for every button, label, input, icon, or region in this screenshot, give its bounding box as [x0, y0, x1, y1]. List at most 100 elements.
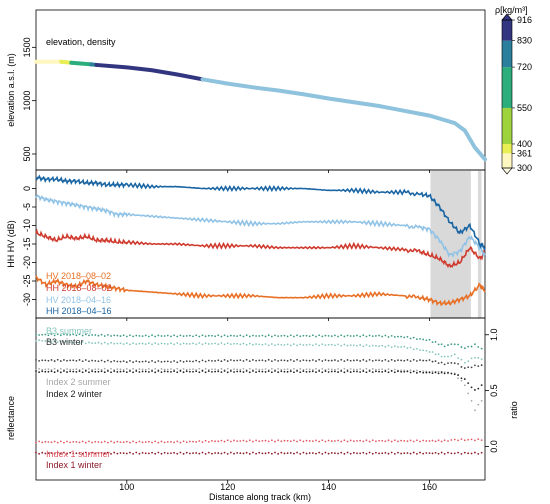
- reflectance-point: [460, 438, 463, 441]
- reflectance-point: [422, 370, 425, 373]
- reflectance-point: [91, 334, 94, 336]
- reflectance-point: [286, 335, 289, 338]
- reflectance-point: [397, 359, 399, 362]
- reflectance-point: [110, 341, 112, 344]
- reflectance-point: [188, 368, 191, 371]
- ratio-ytick-label: 0.5: [489, 384, 499, 397]
- reflectance-point: [88, 341, 90, 344]
- reflectance-point: [324, 344, 327, 347]
- reflectance-series-1: [35, 339, 483, 364]
- reflectance-point: [35, 451, 37, 454]
- elev-ytick-label: 500: [22, 146, 32, 161]
- reflectance-point: [362, 451, 365, 454]
- reflectance-point: [450, 452, 453, 455]
- reflectance-point: [293, 343, 295, 346]
- reflectance-point: [66, 333, 68, 336]
- reflectance-point: [113, 441, 116, 444]
- reflectance-point: [375, 440, 377, 443]
- reflectance-point: [397, 346, 399, 348]
- reflectance-point: [160, 342, 163, 345]
- reflectance-point: [157, 451, 160, 454]
- reflectance-point: [443, 452, 446, 455]
- reflectance-point: [226, 367, 229, 370]
- reflectance-point: [50, 368, 53, 371]
- reflectance-point: [204, 335, 207, 338]
- reflectance-point: [59, 360, 62, 362]
- legend-index1-summer: Index 1 summer: [46, 449, 111, 459]
- reflectance-point: [198, 452, 201, 455]
- reflectance-point: [356, 334, 358, 337]
- reflectance-point: [173, 334, 176, 337]
- reflectance-point: [78, 359, 81, 361]
- reflectance-point: [211, 440, 213, 442]
- reflectance-point: [390, 358, 393, 361]
- reflectance-point: [233, 368, 235, 371]
- reflectance-point: [129, 360, 131, 362]
- reflectance-point: [264, 360, 267, 362]
- reflectance-point: [233, 342, 235, 345]
- reflectance-point: [477, 365, 480, 368]
- reflectance-point: [81, 452, 84, 455]
- reflectance-point: [229, 343, 232, 346]
- reflectance-point: [173, 451, 176, 454]
- reflectance-point: [166, 334, 169, 337]
- reflectance-point: [132, 361, 135, 364]
- reflectance-point: [113, 360, 116, 362]
- reflectance-series-3: [35, 367, 483, 412]
- reflectance-point: [100, 368, 103, 371]
- reflectance-point: [78, 333, 81, 336]
- reflectance-point: [474, 409, 476, 412]
- reflectance-point: [267, 451, 270, 454]
- reflectance-point: [236, 440, 239, 443]
- ratio-ytick-label: 0.0: [489, 440, 499, 453]
- colorbar-band-5: [502, 20, 512, 41]
- reflectance-point: [258, 335, 261, 337]
- reflectance-point: [437, 439, 440, 442]
- colorbar-tick-label: 550: [517, 103, 532, 113]
- reflectance-point: [346, 440, 349, 443]
- reflectance-point: [141, 451, 144, 454]
- reflectance-point: [359, 439, 362, 442]
- reflectance-point: [334, 359, 336, 361]
- reflectance-point: [457, 451, 459, 454]
- reflectance-point: [69, 359, 72, 362]
- reflectance-point: [84, 342, 87, 345]
- reflectance-point: [157, 334, 160, 337]
- reflectance-point: [211, 368, 213, 371]
- reflectance-point: [352, 359, 355, 362]
- reflectance-point: [192, 342, 194, 345]
- reflectance-point: [252, 359, 254, 361]
- reflectance-point: [220, 342, 223, 344]
- reflectance-point: [207, 440, 210, 443]
- reflectance-point: [129, 441, 131, 444]
- reflectance-point: [480, 451, 483, 454]
- reflectance-point: [467, 452, 470, 455]
- reflectance-point: [198, 335, 201, 338]
- reflectance-point: [349, 439, 352, 442]
- reflectance-point: [157, 343, 160, 346]
- reflectance-point: [66, 368, 68, 370]
- reflectance-point: [368, 334, 371, 337]
- reflectance-point: [233, 371, 235, 373]
- reflectance-point: [299, 371, 302, 374]
- reflectance-point: [434, 341, 437, 343]
- bs-ytick-label: -5: [22, 203, 32, 211]
- reflectance-point: [47, 334, 50, 337]
- reflectance-point: [371, 371, 374, 374]
- reflectance-point: [75, 370, 78, 373]
- reflectance-point: [460, 379, 463, 382]
- reflectance-point: [305, 359, 308, 362]
- legend-index1-winter: Index 1 winter: [46, 460, 102, 470]
- backscatter-lines: [35, 174, 486, 307]
- reflectance-point: [157, 360, 160, 362]
- reflectance-point: [147, 452, 150, 455]
- reflectance-point: [132, 342, 135, 345]
- reflectance-point: [47, 368, 50, 371]
- reflectance-point: [274, 370, 276, 372]
- reflectance-point: [50, 452, 53, 454]
- reflectance-point: [103, 341, 106, 344]
- reflectance-point: [280, 359, 283, 362]
- reflectance-point: [384, 334, 387, 337]
- reflectance-point: [78, 370, 81, 373]
